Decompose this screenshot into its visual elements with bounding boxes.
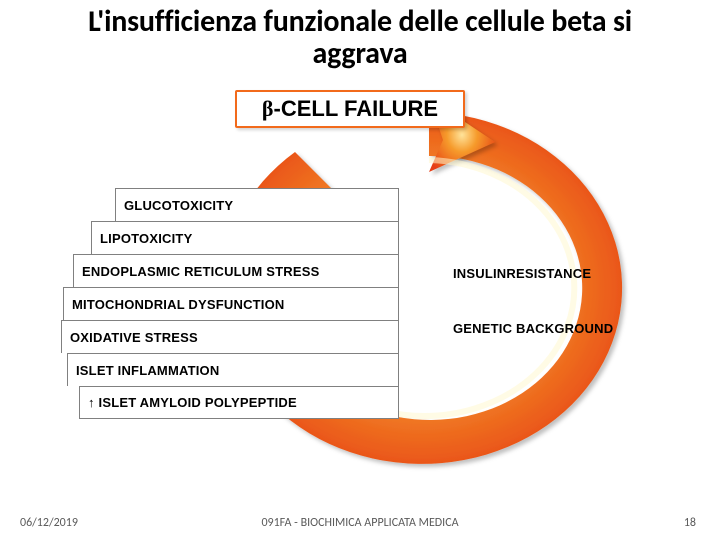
factor-label: ↑ ISLET AMYLOID POLYPEPTIDE [88, 395, 297, 410]
factor-bar: ↑ ISLET AMYLOID POLYPEPTIDE [79, 386, 399, 419]
factor-label: ENDOPLASMIC RETICULUM STRESS [82, 264, 319, 279]
factor-bar: GLUCOTOXICITY [115, 188, 399, 221]
header-box: β-CELL FAILURE [235, 90, 465, 128]
factor-bar: OXIDATIVE STRESS [61, 320, 399, 353]
beta-symbol: β [262, 96, 274, 121]
center-label: INSULINRESISTANCE [453, 266, 633, 281]
factor-bars: GLUCOTOXICITY LIPOTOXICITY ENDOPLASMIC R… [55, 188, 399, 419]
factor-label: MITOCHONDRIAL DYSFUNCTION [72, 297, 285, 312]
page-title: L'insufficienza funzionale delle cellule… [40, 6, 680, 71]
slide: L'insufficienza funzionale delle cellule… [0, 0, 720, 540]
title-wrap: L'insufficienza funzionale delle cellule… [40, 6, 680, 71]
footer-page: 18 [684, 516, 696, 530]
factor-bar: ENDOPLASMIC RETICULUM STRESS [73, 254, 399, 287]
factor-bar: MITOCHONDRIAL DYSFUNCTION [63, 287, 399, 320]
factor-label: OXIDATIVE STRESS [70, 330, 198, 345]
factor-bar: LIPOTOXICITY [91, 221, 399, 254]
header-rest: -CELL FAILURE [274, 96, 439, 121]
footer-course: 091FA - BIOCHIMICA APPLICATA MEDICA [0, 516, 720, 530]
diagram: β-CELL FAILURE GLUCOTOXICITY LIPOTOXICIT… [55, 90, 665, 485]
center-label: GENETIC BACKGROUND [453, 321, 633, 336]
center-labels: INSULINRESISTANCE GENETIC BACKGROUND [453, 266, 633, 336]
header-box-text: β-CELL FAILURE [262, 96, 438, 122]
factor-label: GLUCOTOXICITY [124, 198, 233, 213]
factor-label: ISLET INFLAMMATION [76, 363, 219, 378]
factor-bar: ISLET INFLAMMATION [67, 353, 399, 386]
factor-label: LIPOTOXICITY [100, 231, 192, 246]
